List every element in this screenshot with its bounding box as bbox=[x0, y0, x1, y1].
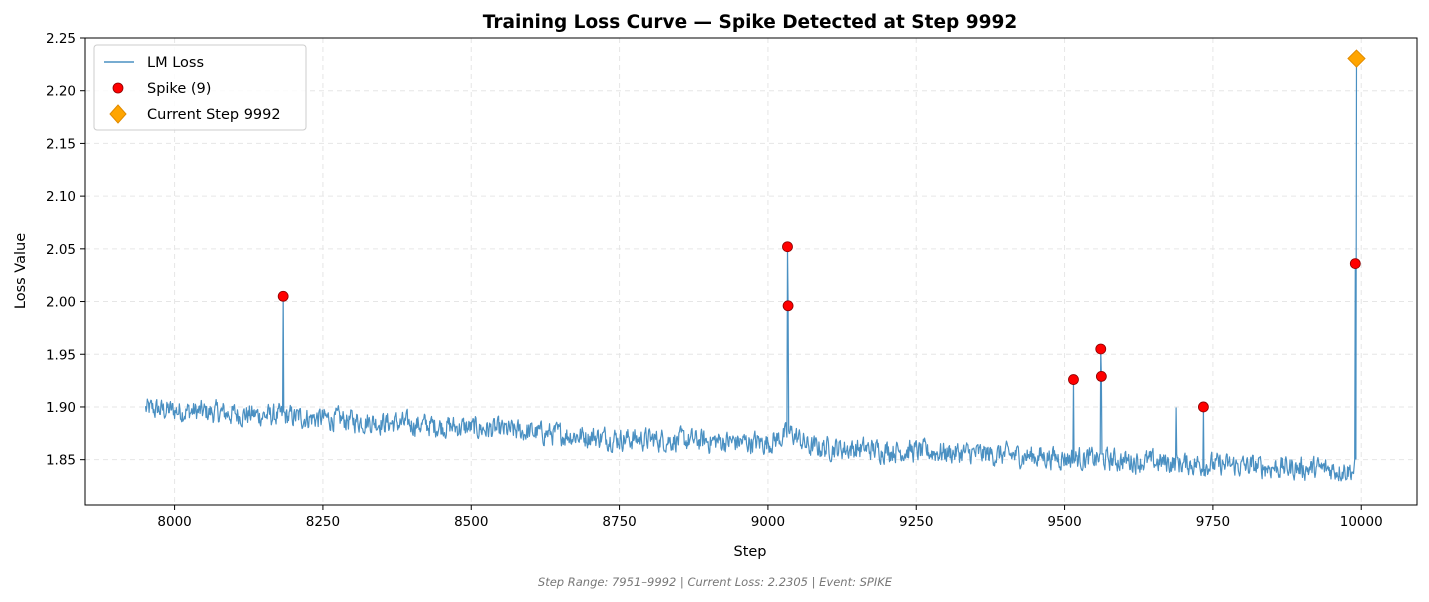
y-tick-label: 2.00 bbox=[46, 295, 76, 311]
x-tick-label: 9500 bbox=[1047, 514, 1081, 530]
current-step-marker bbox=[1347, 49, 1366, 68]
plot-frame bbox=[84, 37, 1418, 506]
legend: LM Loss Spike (9) Current Step 9992 bbox=[93, 44, 307, 131]
x-tick-label: 10000 bbox=[1340, 514, 1383, 530]
lm-loss-line bbox=[144, 58, 1358, 482]
x-tick-label: 8000 bbox=[157, 514, 191, 530]
x-tick-label: 8250 bbox=[306, 514, 340, 530]
y-tick-label: 2.25 bbox=[46, 31, 76, 47]
chart-title: Training Loss Curve — Spike Detected at … bbox=[483, 12, 1017, 33]
axis-ticks: 8000 8250 8500 8750 9000 9250 9500 9750 10000 1.8… bbox=[46, 31, 1383, 530]
y-tick-label: 2.15 bbox=[46, 136, 76, 152]
spike-point bbox=[1068, 374, 1079, 385]
x-tick-label: 8500 bbox=[454, 514, 488, 530]
x-tick-label: 9000 bbox=[751, 514, 785, 530]
y-tick-label: 1.85 bbox=[46, 453, 76, 469]
spike-point bbox=[277, 290, 289, 302]
y-axis-title: Loss Value bbox=[13, 233, 29, 309]
spike-point bbox=[782, 300, 794, 312]
y-tick-label: 2.10 bbox=[46, 189, 76, 205]
plot-area bbox=[144, 49, 1366, 482]
spike-point bbox=[1095, 343, 1107, 355]
y-tick-label: 1.95 bbox=[46, 347, 76, 363]
spike-point bbox=[1095, 370, 1107, 382]
x-tick-label: 8750 bbox=[602, 514, 636, 530]
y-tick-label: 2.20 bbox=[46, 84, 76, 100]
legend-label-lm-loss: LM Loss bbox=[147, 55, 204, 71]
spike-point bbox=[1198, 401, 1209, 413]
legend-current-swatch bbox=[109, 104, 127, 124]
y-tick-label: 2.05 bbox=[46, 242, 76, 258]
footer-caption: Step Range: 7951–9992 | Current Loss: 2.… bbox=[538, 575, 893, 589]
y-tick-label: 1.90 bbox=[46, 400, 76, 416]
spike-point bbox=[1349, 258, 1361, 269]
x-tick-label: 9250 bbox=[899, 514, 933, 530]
x-tick-label: 9750 bbox=[1196, 514, 1230, 530]
legend-spike-swatch bbox=[112, 82, 124, 94]
legend-label-spike: Spike (9) bbox=[147, 81, 211, 97]
spike-point bbox=[782, 241, 793, 253]
x-axis-title: Step bbox=[733, 544, 766, 560]
legend-label-current: Current Step 9992 bbox=[147, 107, 281, 123]
legend-box bbox=[93, 44, 307, 131]
